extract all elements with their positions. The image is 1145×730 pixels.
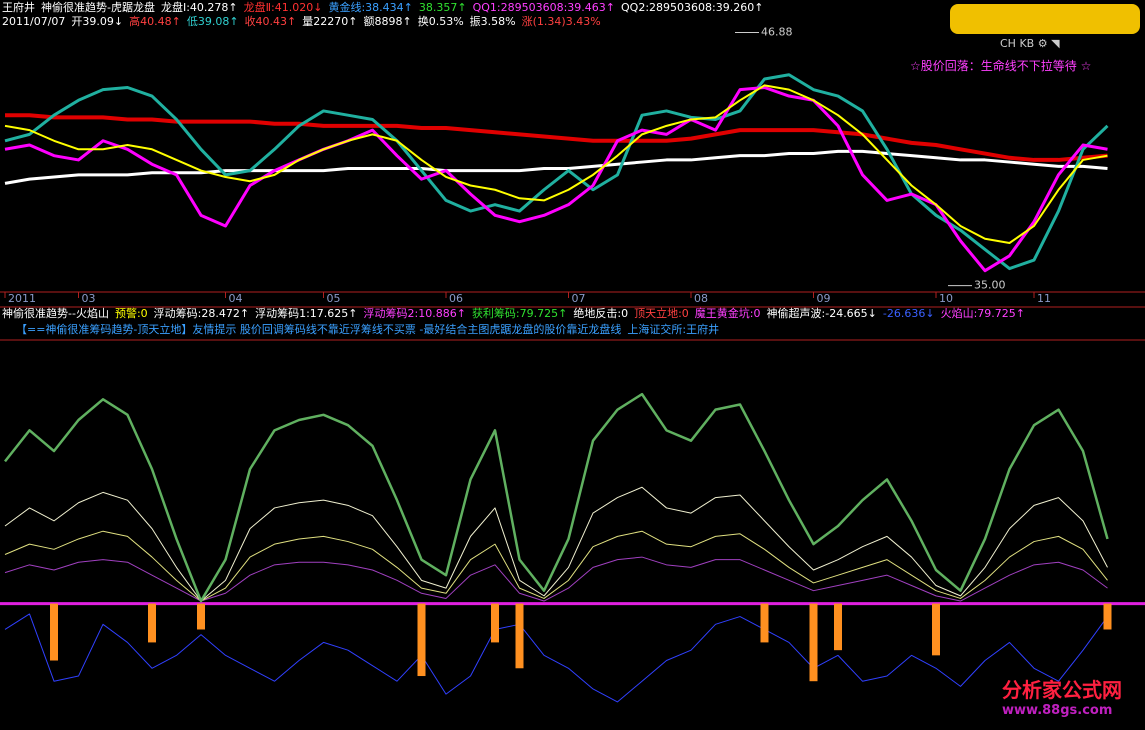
x-tick-label: 03 <box>82 292 96 305</box>
notice-item: 【==神偷很准筹码趋势-顶天立地】友情提示 股价回调筹码线不靠近浮筹线不买票 -… <box>16 323 622 336</box>
bar <box>491 603 499 643</box>
series-line <box>4 613 1108 703</box>
bar <box>515 603 524 669</box>
indicator-header: 神偷很准趋势--火焰山 预警:0 浮动筹码:28.472↑ 浮动筹码1:17.625↑… <box>2 307 1031 321</box>
indicator-item: 神偷超声波:-24.665↓ <box>766 307 877 320</box>
watermark: 分析家公式网 www.88gs.com <box>950 674 1140 718</box>
watermark-title: 分析家公式网 <box>1002 678 1122 702</box>
bar <box>197 603 205 630</box>
notice-item: 上海证交所:王府井 <box>627 323 720 336</box>
indicator-item: 预警:0 <box>114 307 148 320</box>
series-line <box>4 73 1109 271</box>
header-item: 神偷很准趋势-虎踞龙盘 <box>41 1 155 14</box>
quote-item: 低39.08↑ <box>186 15 239 28</box>
quote-item: 振3.58% <box>469 15 516 28</box>
x-tick-label: 07 <box>572 292 586 305</box>
quote-item: 开39.09↓ <box>71 15 124 28</box>
header-line: 2011/07/07 开39.09↓ 高40.48↑ 低39.08↑ 收40.43↑ 量2… <box>2 15 607 29</box>
header-item: 龙盘Ⅰ:40.278↑ <box>160 1 238 14</box>
bar <box>760 603 769 643</box>
bar <box>932 603 940 656</box>
header-item: 王府井 <box>2 1 35 14</box>
series-line <box>4 556 1108 602</box>
indicator-item: 浮动筹码:28.472↑ <box>153 307 250 320</box>
series-line <box>4 486 1108 602</box>
logo: CH KB ⚙ ◥ <box>950 4 1140 50</box>
indicator-item: 绝地反击:0 <box>573 307 629 320</box>
indicator-item: 火焰山:79.725↑ <box>940 307 1026 320</box>
x-tick-label: 06 <box>449 292 463 305</box>
series-line <box>4 392 1109 603</box>
annotation-label: 35.00 <box>974 279 1006 292</box>
header-item: 龙盘Ⅱ:41.020↓ <box>243 1 323 14</box>
header-item: QQ1:289503608:39.463↑ <box>472 1 616 14</box>
bar <box>148 603 156 643</box>
series-line <box>4 84 1108 245</box>
logo-icons: CH KB ⚙ ◥ <box>1000 37 1060 50</box>
indicator-item: 浮动筹码2:10.886↑ <box>363 307 466 320</box>
indicator-item: 魔王黄金坑:0 <box>694 307 761 320</box>
series-line <box>5 113 1108 162</box>
x-tick-label: 04 <box>229 292 243 305</box>
header-item: 38.357↑ <box>418 1 467 14</box>
logo-box <box>950 4 1140 34</box>
quote-item: 涨(1.34)3.43% <box>521 15 601 28</box>
x-tick-label: 09 <box>817 292 831 305</box>
quote-item: 2011/07/07 <box>2 15 66 28</box>
bar <box>809 603 818 682</box>
x-tick-label: 11 <box>1037 292 1051 305</box>
series-line <box>4 86 1108 273</box>
bar <box>417 603 426 677</box>
quote-item: 收40.43↑ <box>244 15 297 28</box>
header-item: 黄金线:38.434↑ <box>328 1 413 14</box>
bar <box>50 603 58 661</box>
x-tick-label: 10 <box>939 292 953 305</box>
bar <box>1103 603 1112 630</box>
bar <box>834 603 842 651</box>
x-tick-label: 05 <box>327 292 341 305</box>
x-tick-label: 2011 <box>8 292 36 305</box>
quote-item: 高40.48↑ <box>129 15 181 28</box>
quote-item: 额8898↑ <box>363 15 412 28</box>
series-line <box>4 149 1108 185</box>
series-line <box>4 530 1108 602</box>
quote-item: 换0.53% <box>417 15 464 28</box>
indicator-item: 获利筹码:79.725↑ <box>471 307 568 320</box>
quote-item: 量22270↑ <box>302 15 358 28</box>
watermark-url: www.88gs.com <box>1002 703 1113 718</box>
header-item: QQ2:289503608:39.260↑ <box>621 1 764 14</box>
main-note: ☆股价回落：生命线不下拉等待 ☆ <box>910 59 1092 73</box>
indicator-item: 神偷很准趋势--火焰山 <box>2 307 109 320</box>
notice-line: 【==神偷很准筹码趋势-顶天立地】友情提示 股价回调筹码线不靠近浮筹线不买票 -… <box>16 323 725 337</box>
annotation-label: 46.88 <box>761 26 793 39</box>
indicator-item: -26.636↓ <box>882 307 935 320</box>
indicator-item: 浮动筹码1:17.625↑ <box>255 307 358 320</box>
x-tick-label: 08 <box>694 292 708 305</box>
indicator-item: 顶天立地:0 <box>634 307 689 320</box>
header-line: 王府井 神偷很准趋势-虎踞龙盘 龙盘Ⅰ:40.278↑ 龙盘Ⅱ:41.020↓ 黄金线:… <box>2 1 769 15</box>
